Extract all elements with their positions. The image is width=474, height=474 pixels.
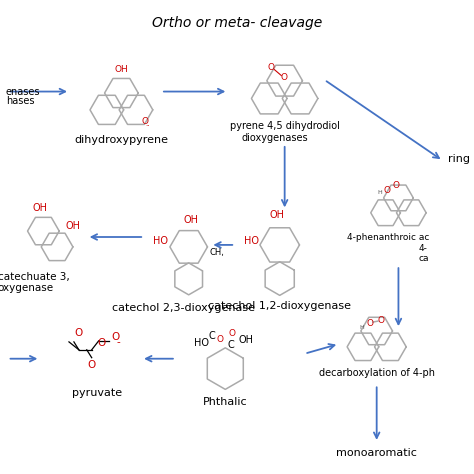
Text: pyrene 4,5 dihydrodiol: pyrene 4,5 dihydrodiol — [230, 121, 339, 131]
Text: catechuate 3,: catechuate 3, — [0, 272, 70, 282]
Text: -: - — [117, 337, 120, 347]
Text: O: O — [393, 181, 400, 190]
Text: ring: ring — [448, 154, 470, 164]
Text: O: O — [88, 360, 96, 370]
Text: HO: HO — [153, 236, 168, 246]
Text: O: O — [75, 328, 83, 338]
Text: OH: OH — [115, 65, 128, 74]
Text: enases: enases — [6, 87, 40, 97]
Text: H: H — [359, 325, 364, 329]
Text: 4-phenanthroic ac: 4-phenanthroic ac — [347, 233, 430, 242]
Text: ..: .. — [145, 120, 149, 127]
Text: decarboxylation of 4-ph: decarboxylation of 4-ph — [319, 368, 435, 378]
Text: H: H — [378, 190, 383, 195]
Text: C: C — [227, 340, 234, 350]
Text: OH: OH — [238, 335, 254, 345]
Text: O: O — [98, 338, 106, 348]
Text: HO: HO — [193, 338, 209, 348]
Text: O: O — [111, 332, 120, 342]
Text: O: O — [366, 319, 374, 328]
Text: oxygenase: oxygenase — [0, 283, 54, 292]
Text: 4-: 4- — [418, 245, 427, 254]
Text: monoaromatic: monoaromatic — [336, 448, 417, 458]
Text: O: O — [216, 336, 223, 345]
Text: catechol 2,3-dioxygenase: catechol 2,3-dioxygenase — [112, 303, 255, 313]
Text: Phthalic: Phthalic — [203, 397, 247, 407]
Text: OH: OH — [269, 210, 284, 220]
Text: CH,: CH, — [210, 248, 224, 257]
Text: dioxygenases: dioxygenases — [241, 133, 308, 143]
Text: OH: OH — [183, 215, 198, 225]
Text: pyruvate: pyruvate — [72, 388, 122, 398]
Text: dihydroxypyrene: dihydroxypyrene — [74, 135, 168, 145]
Text: O: O — [228, 329, 235, 338]
Text: catechol 1,2-dioxygenase: catechol 1,2-dioxygenase — [208, 301, 351, 311]
Text: O: O — [383, 186, 390, 195]
Text: C: C — [209, 331, 215, 341]
Text: OH: OH — [33, 203, 48, 213]
Text: hases: hases — [6, 97, 34, 107]
Text: O: O — [377, 316, 384, 325]
Text: OH: OH — [65, 221, 80, 231]
Text: O: O — [281, 73, 288, 82]
Text: Ortho or meta- cleavage: Ortho or meta- cleavage — [152, 16, 322, 30]
Text: HO: HO — [244, 236, 259, 246]
Text: O: O — [268, 63, 275, 72]
Text: ca: ca — [418, 255, 429, 264]
Text: O: O — [141, 117, 148, 126]
